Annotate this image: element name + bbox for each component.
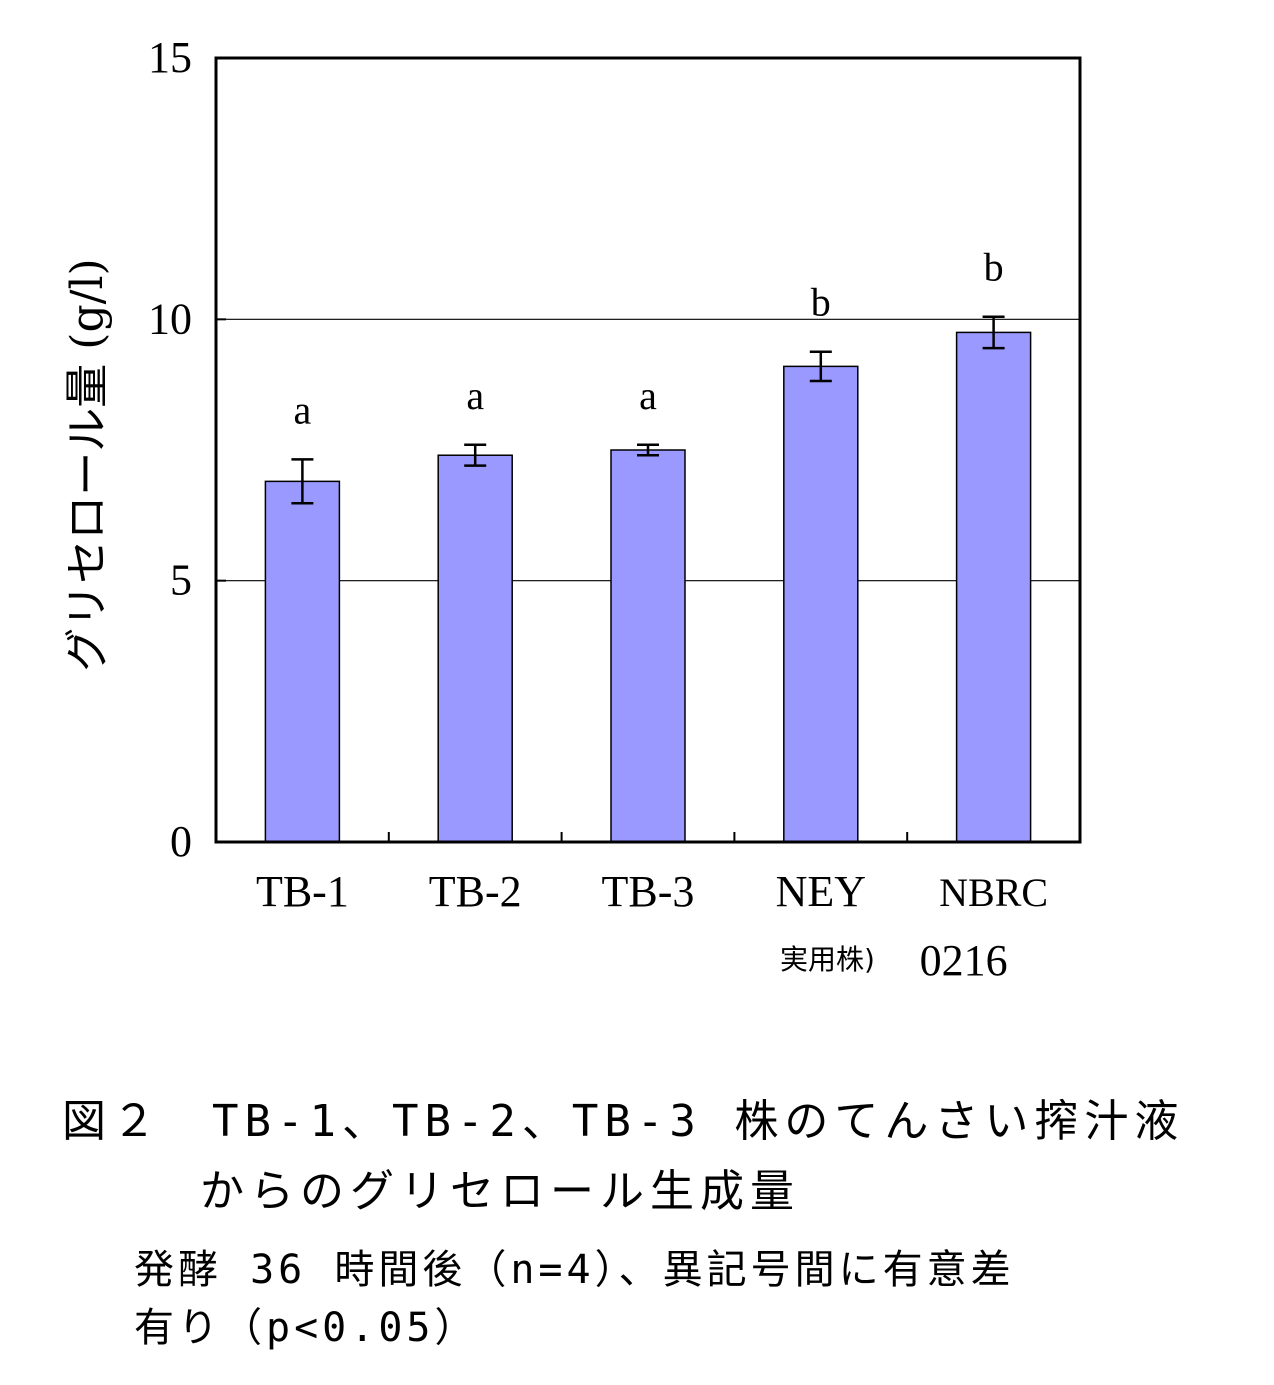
significance-letter: a xyxy=(294,387,312,432)
x-tick-sublabel-nbrc: 0216 xyxy=(920,936,1008,985)
significance-letter: b xyxy=(811,280,831,325)
significance-letter: a xyxy=(466,373,484,418)
y-tick-label: 15 xyxy=(148,33,192,82)
y-tick-label: 0 xyxy=(170,817,192,866)
bars xyxy=(264,331,1032,843)
x-tick-sublabel-ney: 実用株) xyxy=(780,943,875,976)
caption-note-line2: 有り（p<0.05） xyxy=(134,1305,479,1351)
bar-chart: a TB-1 a TB-2 a TB-3 b NEY b NBRC 0216 0 5 10 15 グリセロー… xyxy=(62,33,1082,985)
y-tick-label: 5 xyxy=(170,556,192,605)
x-tick-label: NEY xyxy=(776,867,866,916)
bar xyxy=(955,331,1032,843)
x-tick-label: TB-1 xyxy=(256,867,349,916)
axis-ticks xyxy=(216,57,909,843)
y-axis-label: グリセロール量 (g/l) xyxy=(62,258,113,672)
bar xyxy=(610,449,686,843)
x-tick-label: TB-2 xyxy=(429,867,522,916)
significance-letter: a xyxy=(639,373,657,418)
plot-frame xyxy=(214,56,1082,844)
y-tick-label: 10 xyxy=(148,294,192,343)
error-bars xyxy=(291,315,1005,505)
significance-letter: b xyxy=(984,245,1004,290)
chart-plot: a TB-1 a TB-2 a TB-3 b NEY b NBRC 0216 0 5 10 15 xyxy=(148,33,1082,985)
bar xyxy=(783,365,859,843)
bar xyxy=(437,454,513,843)
caption-title-line1: 図２ TB-1、TB-2、TB-3 株のてんさい搾汁液 xyxy=(62,1096,1185,1147)
chart-labels: a TB-1 a TB-2 a TB-3 b NEY b NBRC 0216 0 5 10 15 xyxy=(148,33,1048,985)
bar xyxy=(264,480,341,843)
x-tick-label: NBRC xyxy=(939,870,1048,915)
caption-title-line2: からのグリセロール生成量 xyxy=(200,1166,800,1217)
caption-note-line1: 発酵 36 時間後（n=4）、異記号間に有意差 xyxy=(134,1247,1015,1293)
x-tick-label: TB-3 xyxy=(602,867,695,916)
